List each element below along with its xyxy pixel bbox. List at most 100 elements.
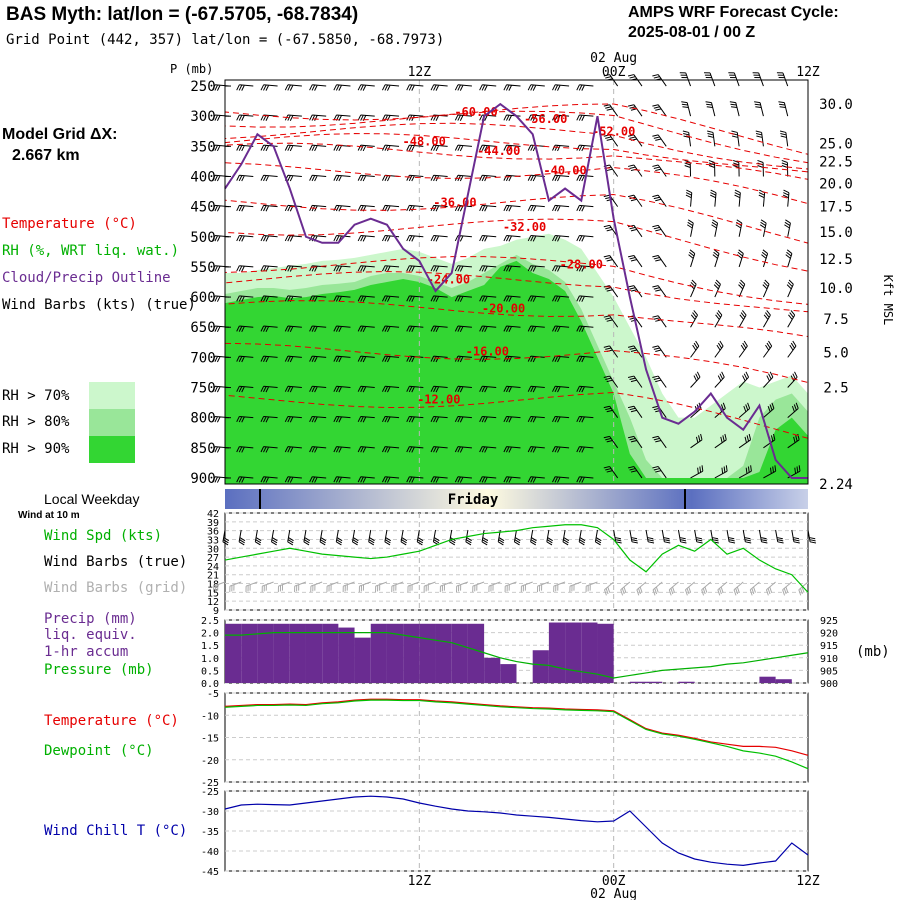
wind-barb [576, 144, 594, 152]
wind-barb [652, 194, 667, 207]
temp-panel-tick-label: -10 [201, 711, 219, 722]
wind-barb [430, 385, 448, 393]
surface-wind-barb [578, 529, 586, 546]
wind-barb [284, 295, 302, 302]
wind-barb [260, 476, 278, 483]
isotherm-line [224, 162, 809, 205]
wind-panel-tick-label: 30 [207, 544, 219, 555]
wind-barb [260, 446, 278, 453]
wind-barb [479, 144, 497, 152]
grid-wind-barb [294, 581, 307, 593]
precip-bar [305, 623, 323, 683]
surface-wind-barb [775, 529, 784, 544]
precip-bar [451, 623, 468, 683]
temp-panel-tick-label: -25 [201, 778, 219, 789]
wind-barb [652, 134, 667, 147]
wind-barb [576, 265, 594, 272]
wind-barb [309, 295, 327, 302]
wind-barb [479, 114, 497, 122]
wind-barb [652, 224, 667, 238]
wind-barb [787, 433, 800, 449]
precip-panel-tick-label: 0.0 [201, 679, 219, 690]
wind-barb [430, 446, 448, 453]
wind-barb [211, 415, 230, 423]
wind-barb [381, 476, 400, 483]
wind-barb [479, 295, 497, 302]
wind-barb [779, 130, 789, 147]
grid-wind-barb [569, 581, 582, 593]
wind-barb [503, 204, 521, 212]
wind-barb [211, 325, 230, 333]
wind-barb [284, 174, 302, 182]
pressure-tick-label: 800 [190, 411, 215, 427]
temp-panel-tick-label: -5 [207, 689, 219, 700]
wind-panel-tick-label: 9 [213, 606, 219, 617]
wind-barb [430, 84, 448, 91]
rh80-swatch [89, 409, 135, 436]
wind-barb [527, 204, 545, 212]
precip-panel-tick-label: 1.5 [201, 641, 219, 652]
wind-barb [211, 84, 230, 91]
isotherm-label: -20.00 [482, 302, 525, 316]
wind-panel-tick-label: 36 [207, 527, 219, 538]
wind-barb [603, 224, 619, 238]
legend-wind-barbs: Wind Barbs (kts) (true) [2, 297, 196, 313]
wind-barb [763, 371, 774, 388]
top-date-label: 02 Aug [590, 51, 637, 66]
surface-wind-barb [807, 529, 817, 544]
temp-panel-tick-label: -20 [201, 756, 219, 767]
legend-rh: RH (%, WRT liq. wat.) [2, 243, 180, 259]
isotherm-line [224, 218, 809, 272]
wind-barb [652, 345, 667, 358]
wind-barb [236, 295, 254, 302]
precip-bar [289, 623, 306, 683]
wind-barb [309, 84, 327, 91]
wind-barb [284, 84, 302, 91]
surface-wind-barb [351, 529, 359, 546]
wind-barb [454, 265, 472, 272]
precip-bar [241, 623, 258, 683]
wind-barb [479, 446, 497, 453]
isotherm-label: -48.00 [403, 135, 446, 149]
surface-wind-barb [368, 529, 375, 546]
grid-wind-barb [620, 581, 631, 596]
precip-bar [338, 627, 355, 683]
wind-barb [503, 235, 521, 242]
wind-barb [284, 415, 302, 423]
wind-barb [454, 295, 472, 302]
wind-barb [236, 84, 254, 91]
windchill-panel-tick-label: -30 [201, 807, 219, 818]
wind-barb [479, 235, 497, 242]
precip-bar [370, 623, 387, 683]
wind-barb [406, 174, 424, 182]
height-tick-label: 7.5 [823, 312, 848, 328]
wind-barb [211, 174, 230, 182]
grid-wind-barb [717, 581, 728, 596]
wind-barb [627, 104, 643, 117]
wind-speed-label: Wind Spd (kts) [44, 528, 163, 544]
cross-section-frame [224, 79, 809, 485]
wind-barb [763, 433, 776, 449]
model-grid-label: Model Grid ΔX: [2, 126, 118, 143]
wind-barb [284, 476, 302, 483]
wind-barb [211, 265, 230, 272]
wind-barb [728, 72, 740, 87]
grid-wind-barb [585, 581, 598, 593]
wind-barb [479, 355, 497, 363]
wind-barb [309, 446, 327, 453]
pressure-tick-label: 850 [190, 441, 215, 457]
isotherm-label: -52.00 [592, 124, 635, 138]
grid-wind-barb [553, 581, 566, 593]
wind-barb [707, 130, 716, 147]
wind-barb [627, 224, 643, 238]
pressure-tick-label: 500 [190, 230, 215, 246]
wind-barb [627, 466, 643, 479]
wind-barb [333, 385, 351, 393]
pressure-line [225, 631, 809, 679]
surface-wind-barb [726, 529, 736, 544]
height-tick-label: 10.0 [819, 281, 853, 297]
wind-barb [309, 325, 327, 333]
wind-barb [627, 375, 643, 388]
wind-barb [738, 465, 752, 479]
wind-barb [684, 159, 692, 177]
